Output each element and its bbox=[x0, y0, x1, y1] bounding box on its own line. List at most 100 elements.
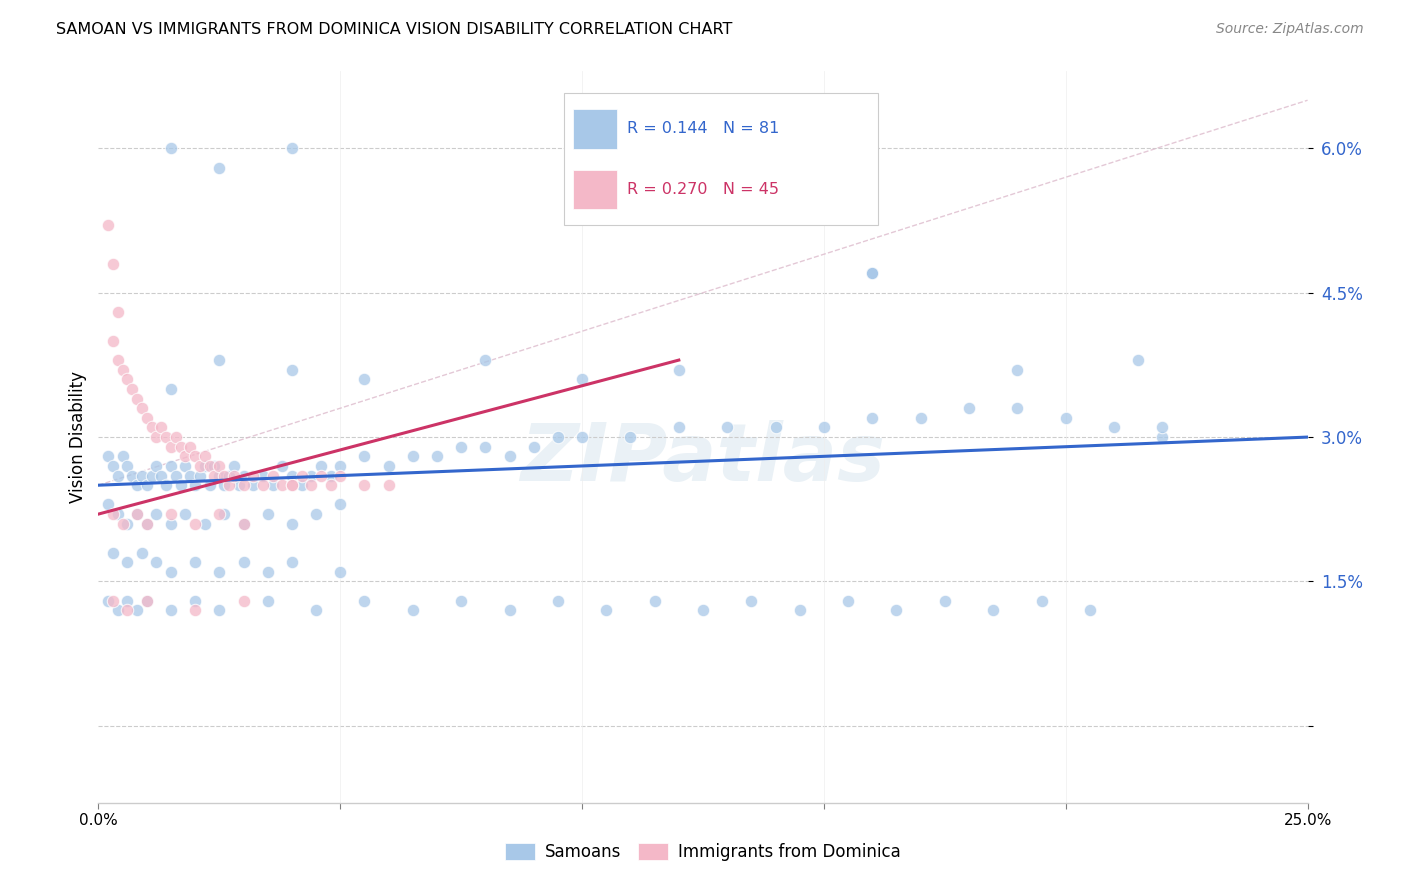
Point bbox=[910, 410, 932, 425]
Point bbox=[668, 420, 690, 434]
Point bbox=[101, 257, 124, 271]
Point bbox=[1031, 593, 1053, 607]
Point bbox=[228, 478, 250, 492]
Point bbox=[426, 450, 449, 464]
Point bbox=[309, 468, 332, 483]
Point bbox=[160, 507, 183, 521]
Point bbox=[107, 468, 129, 483]
Point bbox=[131, 545, 153, 559]
Point bbox=[886, 603, 908, 617]
Point bbox=[117, 603, 139, 617]
Point bbox=[212, 468, 235, 483]
Point bbox=[117, 458, 139, 473]
Point bbox=[281, 468, 304, 483]
Point bbox=[934, 593, 956, 607]
Point bbox=[208, 468, 231, 483]
Point bbox=[179, 440, 201, 454]
Point bbox=[290, 468, 312, 483]
Point bbox=[232, 478, 254, 492]
Point bbox=[252, 468, 274, 483]
Point bbox=[204, 468, 226, 483]
Point bbox=[107, 507, 129, 521]
Point bbox=[242, 468, 264, 483]
Point bbox=[188, 468, 211, 483]
Point bbox=[595, 603, 617, 617]
Point bbox=[450, 593, 472, 607]
Point bbox=[184, 450, 207, 464]
Point bbox=[329, 565, 352, 579]
Y-axis label: Vision Disability: Vision Disability bbox=[69, 371, 87, 503]
Point bbox=[127, 392, 149, 406]
Point bbox=[169, 478, 191, 492]
Point bbox=[256, 593, 278, 607]
Point bbox=[198, 458, 221, 473]
Point bbox=[97, 219, 120, 233]
Point bbox=[141, 468, 163, 483]
Point bbox=[353, 450, 375, 464]
Point bbox=[860, 267, 883, 281]
Point bbox=[145, 555, 167, 569]
Point bbox=[111, 450, 134, 464]
Point bbox=[135, 593, 157, 607]
Point bbox=[121, 468, 143, 483]
Point bbox=[155, 430, 177, 444]
Point bbox=[256, 565, 278, 579]
Point bbox=[377, 478, 399, 492]
Point bbox=[474, 440, 496, 454]
Point bbox=[222, 468, 245, 483]
Point bbox=[281, 478, 304, 492]
Point bbox=[232, 555, 254, 569]
Point bbox=[1152, 430, 1174, 444]
Point bbox=[765, 420, 787, 434]
Point bbox=[402, 450, 425, 464]
Point bbox=[117, 516, 139, 531]
Text: Source: ZipAtlas.com: Source: ZipAtlas.com bbox=[1216, 22, 1364, 37]
Point bbox=[281, 555, 304, 569]
Point bbox=[218, 478, 240, 492]
Point bbox=[135, 478, 157, 492]
Point bbox=[194, 516, 217, 531]
Point bbox=[547, 430, 569, 444]
Point bbox=[188, 458, 211, 473]
Point bbox=[135, 410, 157, 425]
Point bbox=[174, 458, 197, 473]
Point bbox=[135, 516, 157, 531]
Point bbox=[222, 458, 245, 473]
Point bbox=[498, 603, 520, 617]
Point bbox=[127, 603, 149, 617]
Point bbox=[860, 267, 883, 281]
Point bbox=[145, 430, 167, 444]
Point bbox=[160, 141, 183, 155]
Point bbox=[860, 410, 883, 425]
Point bbox=[160, 565, 183, 579]
Point bbox=[252, 478, 274, 492]
Point bbox=[131, 468, 153, 483]
Point bbox=[208, 458, 231, 473]
Point bbox=[262, 478, 284, 492]
Point bbox=[160, 458, 183, 473]
Point bbox=[97, 498, 120, 512]
Point bbox=[644, 593, 666, 607]
Point bbox=[184, 478, 207, 492]
Point bbox=[141, 420, 163, 434]
Point bbox=[271, 458, 294, 473]
Point bbox=[194, 450, 217, 464]
Point bbox=[256, 507, 278, 521]
Point bbox=[145, 507, 167, 521]
Point bbox=[571, 430, 593, 444]
Point bbox=[262, 468, 284, 483]
Point bbox=[789, 603, 811, 617]
Point bbox=[101, 458, 124, 473]
Legend: Samoans, Immigrants from Dominica: Samoans, Immigrants from Dominica bbox=[499, 836, 907, 868]
Point bbox=[290, 478, 312, 492]
Point bbox=[305, 507, 328, 521]
Point bbox=[127, 507, 149, 521]
Point bbox=[981, 603, 1004, 617]
Point bbox=[329, 458, 352, 473]
Point bbox=[208, 353, 231, 368]
Point bbox=[1007, 401, 1029, 416]
Point bbox=[165, 430, 187, 444]
Point bbox=[668, 362, 690, 376]
Point bbox=[204, 458, 226, 473]
Point bbox=[232, 516, 254, 531]
